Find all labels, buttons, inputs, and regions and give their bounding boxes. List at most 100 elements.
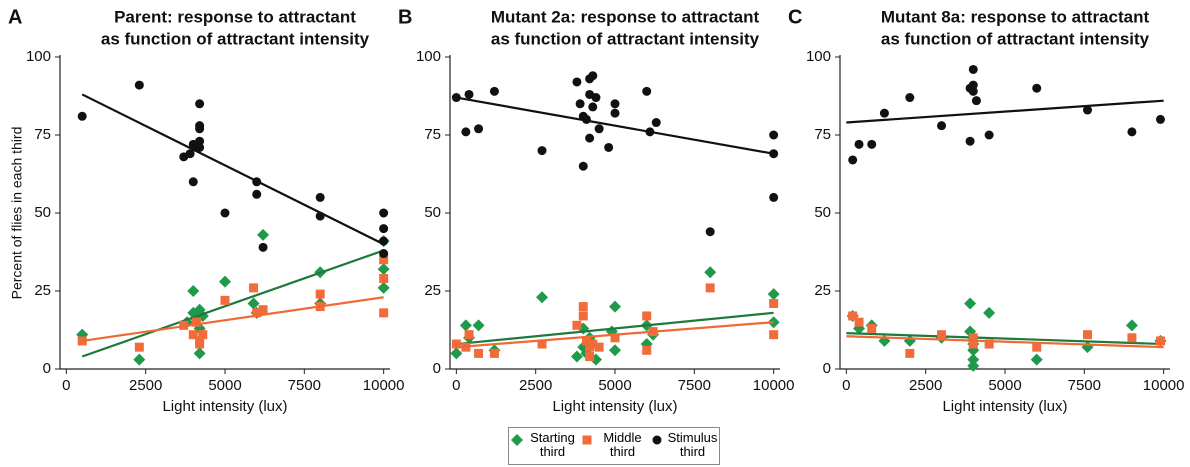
diamond-marker: [472, 319, 485, 332]
square-marker: [905, 348, 915, 358]
square-marker: [249, 283, 259, 293]
square-marker: [984, 339, 994, 349]
circle-marker: [464, 89, 474, 99]
trend-line: [82, 296, 384, 343]
circle-marker: [965, 136, 975, 146]
circle-marker: [220, 208, 230, 218]
diamond-marker: [609, 300, 621, 313]
square-marker: [451, 339, 461, 349]
circle-marker: [610, 108, 620, 118]
square-marker: [1083, 330, 1092, 340]
diamond-marker: [967, 353, 980, 366]
square-marker: [220, 295, 230, 305]
trend-line: [81, 93, 385, 246]
y-tick-label: 75: [814, 126, 831, 143]
square-marker: [581, 336, 591, 346]
circle-marker: [195, 99, 205, 109]
circle-marker: [591, 93, 601, 103]
diamond-marker: [967, 359, 980, 372]
chart-title: Mutant 8a: response to attractant: [881, 7, 1150, 26]
square-marker: [769, 330, 779, 340]
diamond-marker: [459, 319, 472, 332]
diamond-marker: [219, 275, 231, 288]
legend-marker: [582, 435, 591, 445]
y-tick-label: 75: [424, 126, 441, 143]
legend-label: Middle third: [603, 430, 642, 459]
circle-marker: [984, 130, 994, 140]
trend-line: [846, 335, 1164, 349]
diamond-marker: [510, 434, 523, 446]
diamond-marker: [193, 347, 206, 360]
square-marker: [968, 339, 978, 349]
circle-marker: [572, 77, 582, 87]
circle-marker: [585, 133, 595, 143]
square-marker: [848, 311, 858, 321]
x-tick-label: 2500: [519, 377, 552, 394]
circle-marker: [379, 224, 389, 234]
square-marker: [578, 302, 588, 312]
circle-marker: [1083, 105, 1092, 115]
circle-marker: [652, 435, 661, 445]
circle-marker: [379, 249, 389, 259]
x-tick-label: 10000: [753, 377, 795, 394]
diamond-marker: [377, 281, 390, 294]
x-axis-label: Light intensity (lux): [942, 398, 1067, 415]
diamond-marker: [450, 347, 463, 360]
square-marker: [867, 323, 877, 333]
legend: Starting third Middle third Stimulus third: [508, 427, 720, 465]
circle-marker: [537, 146, 547, 156]
circle-marker: [937, 121, 947, 131]
y-tick-label: 25: [424, 282, 441, 299]
square-marker: [1155, 336, 1165, 346]
y-tick-label: 100: [26, 48, 51, 65]
trend-line: [456, 311, 774, 346]
y-tick-label: 0: [43, 360, 51, 377]
y-tick-label: 50: [34, 204, 51, 221]
circle-marker: [575, 99, 585, 109]
trend-line: [456, 321, 774, 349]
square-marker: [474, 348, 484, 358]
circle-marker: [315, 192, 325, 202]
circle-marker: [968, 86, 978, 96]
x-tick-label: 10000: [1143, 377, 1185, 394]
circle-marker: [588, 102, 598, 112]
x-tick-label: 0: [842, 377, 850, 394]
y-tick-label: 0: [433, 360, 441, 377]
x-tick-label: 5000: [988, 377, 1021, 394]
square-marker: [537, 339, 547, 349]
diamond-marker: [377, 263, 390, 276]
x-tick-label: 5000: [598, 377, 631, 394]
x-axis-label: Light intensity (lux): [162, 398, 287, 415]
circle-marker: [588, 71, 598, 81]
y-tick-label: 100: [806, 48, 831, 65]
circle-marker: [848, 155, 858, 165]
circle-marker: [134, 80, 144, 90]
square-marker: [195, 339, 205, 349]
x-tick-label: 0: [62, 377, 70, 394]
square-marker: [642, 345, 652, 355]
circle-marker: [185, 149, 195, 159]
diamond-marker: [1081, 341, 1094, 354]
y-axis-label: Percent of flies in each third: [9, 127, 25, 300]
circle-marker: [461, 127, 471, 137]
circle-marker: [474, 124, 484, 134]
trend-line: [846, 99, 1164, 124]
square-marker: [594, 342, 604, 352]
legend-marker: [652, 435, 661, 445]
diamond-marker: [133, 353, 146, 366]
square-marker: [578, 311, 588, 321]
legend-marker: [510, 434, 523, 446]
legend-label: Stimulus third: [667, 430, 718, 459]
y-tick-label: 50: [814, 204, 831, 221]
diamond-marker: [767, 288, 780, 301]
x-axis-label: Light intensity (lux): [552, 398, 677, 415]
square-marker: [854, 317, 864, 327]
circle-marker: [879, 108, 889, 118]
circle-marker: [705, 227, 715, 237]
legend-item: Middle third: [580, 431, 649, 459]
circle-marker: [604, 142, 614, 152]
square-marker: [191, 317, 201, 327]
diamond-marker: [247, 297, 260, 310]
circle-marker: [77, 111, 87, 121]
